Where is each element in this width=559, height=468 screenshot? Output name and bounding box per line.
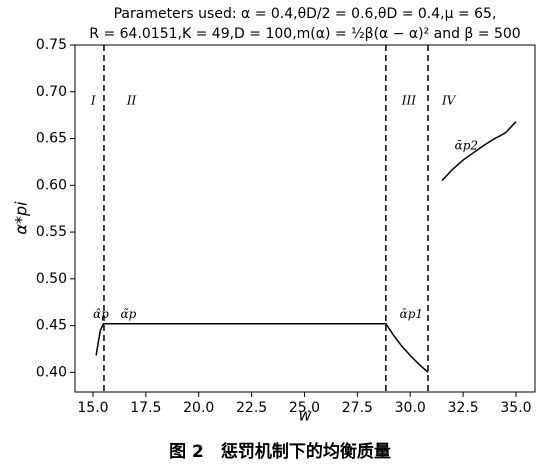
chart-subtitle: R = 64.0151,K = 49,D = 100,m(α) = ½β(α −… — [89, 26, 520, 42]
y-tick-label: 0.75 — [36, 37, 67, 53]
plot-frame — [74, 44, 536, 393]
data-line — [441, 121, 517, 182]
annotation: ᾱp2 — [455, 139, 478, 153]
annotation: II — [126, 94, 137, 108]
chart-title: Parameters used: α = 0.4,θD/2 = 0.6,θD =… — [114, 6, 497, 22]
y-tick-label: 0.40 — [36, 364, 67, 380]
x-tick-label: 27.5 — [342, 400, 373, 416]
x-tick-label: 17.5 — [130, 400, 161, 416]
y-tick-label: 0.50 — [36, 271, 67, 287]
y-axis-label: α*pi — [12, 201, 31, 235]
y-tick-label: 0.60 — [36, 177, 67, 193]
annotation: α̃p — [120, 307, 136, 321]
x-tick-label: 22.5 — [236, 400, 267, 416]
annotation: α̂p — [93, 307, 109, 321]
x-tick-label: 25.0 — [289, 400, 320, 416]
y-tick-label: 0.65 — [36, 131, 67, 147]
caption: 图 2 惩罚机制下的均衡质量 — [169, 441, 391, 462]
x-axis-label: w — [298, 406, 312, 425]
x-tick-label: 30.0 — [395, 400, 426, 416]
y-tick-label: 0.55 — [36, 224, 67, 240]
x-tick-label: 32.5 — [448, 400, 479, 416]
data-line — [95, 322, 429, 373]
x-tick-label: 15.0 — [77, 400, 108, 416]
y-tick-label: 0.70 — [36, 84, 67, 100]
y-tick-label: 0.45 — [36, 318, 67, 334]
annotation: I — [90, 94, 96, 108]
annotation: III — [401, 94, 416, 108]
x-tick-label: 20.0 — [183, 400, 214, 416]
annotation: ᾱp1 — [400, 307, 423, 321]
x-tick-label: 35.0 — [500, 400, 531, 416]
annotation: IV — [441, 94, 457, 108]
